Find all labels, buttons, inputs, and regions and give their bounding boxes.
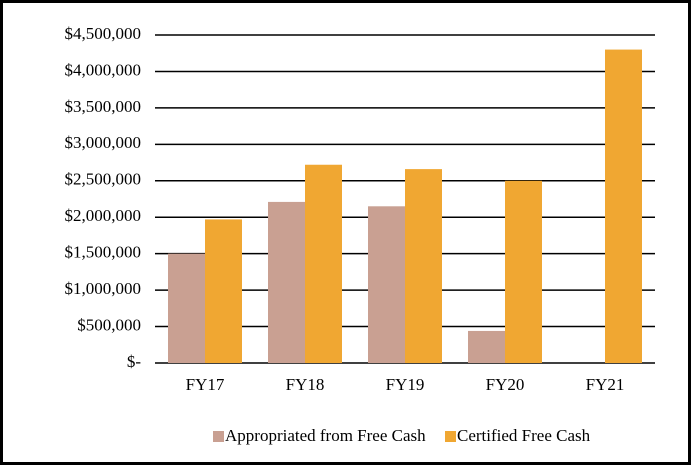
y-tick-label: $2,000,000 — [65, 206, 142, 225]
legend-swatch — [213, 431, 224, 442]
y-tick-label: $4,000,000 — [65, 60, 142, 79]
x-tick-label: FY19 — [386, 375, 425, 394]
y-tick-label: $1,500,000 — [65, 243, 142, 262]
y-tick-label: $3,500,000 — [65, 97, 142, 116]
bar — [468, 330, 505, 363]
x-tick-label: FY21 — [586, 375, 625, 394]
y-tick-label: $2,500,000 — [65, 170, 142, 189]
legend-label: Appropriated from Free Cash — [225, 426, 426, 445]
y-tick-label: $- — [127, 352, 142, 371]
legend-swatch — [445, 431, 456, 442]
y-tick-label: $1,000,000 — [65, 279, 142, 298]
bar — [605, 49, 642, 363]
bar — [368, 206, 405, 363]
bar — [205, 219, 242, 363]
legend-label: Certified Free Cash — [457, 426, 591, 445]
bar — [168, 253, 205, 363]
x-tick-label: FY20 — [486, 375, 525, 394]
bar — [305, 164, 342, 363]
x-tick-label: FY17 — [186, 375, 225, 394]
y-tick-label: $3,000,000 — [65, 133, 142, 152]
bar — [505, 180, 542, 363]
y-tick-label: $500,000 — [77, 315, 141, 334]
x-tick-label: FY18 — [286, 375, 325, 394]
bar — [268, 201, 305, 363]
bar — [405, 169, 442, 363]
y-tick-label: $4,500,000 — [65, 24, 142, 43]
